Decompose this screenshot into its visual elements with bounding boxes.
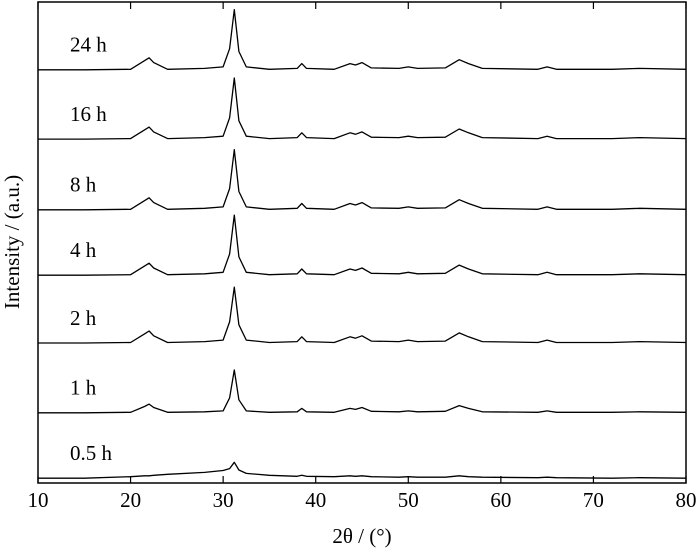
x-tick-label: 40 bbox=[305, 488, 326, 512]
x-tick-label: 60 bbox=[490, 488, 511, 512]
series-label: 24 h bbox=[70, 33, 107, 57]
x-tick-label: 50 bbox=[398, 488, 419, 512]
x-tick-label: 30 bbox=[213, 488, 234, 512]
xrd-pattern bbox=[38, 9, 687, 71]
x-tick-label: 20 bbox=[120, 488, 141, 512]
xrd-pattern bbox=[38, 369, 687, 414]
xrd-pattern bbox=[38, 149, 687, 211]
y-axis-title: Intensity / (a.u.) bbox=[0, 175, 24, 309]
x-tick-label: 10 bbox=[28, 488, 49, 512]
series-label: 1 h bbox=[70, 376, 97, 400]
xrd-pattern bbox=[38, 214, 687, 276]
x-tick-label: 70 bbox=[583, 488, 604, 512]
series-label: 16 h bbox=[70, 102, 107, 126]
plot-frame bbox=[37, 1, 687, 484]
series-label: 4 h bbox=[70, 238, 97, 262]
xrd-pattern bbox=[38, 461, 687, 479]
x-tick-label: 80 bbox=[676, 488, 697, 512]
x-axis-title: 2θ / (°) bbox=[332, 524, 391, 548]
xrd-pattern bbox=[38, 77, 687, 140]
series-label: 0.5 h bbox=[70, 441, 113, 465]
series-label: 8 h bbox=[70, 173, 97, 197]
xrd-pattern bbox=[38, 286, 687, 344]
series-label: 2 h bbox=[70, 306, 97, 330]
